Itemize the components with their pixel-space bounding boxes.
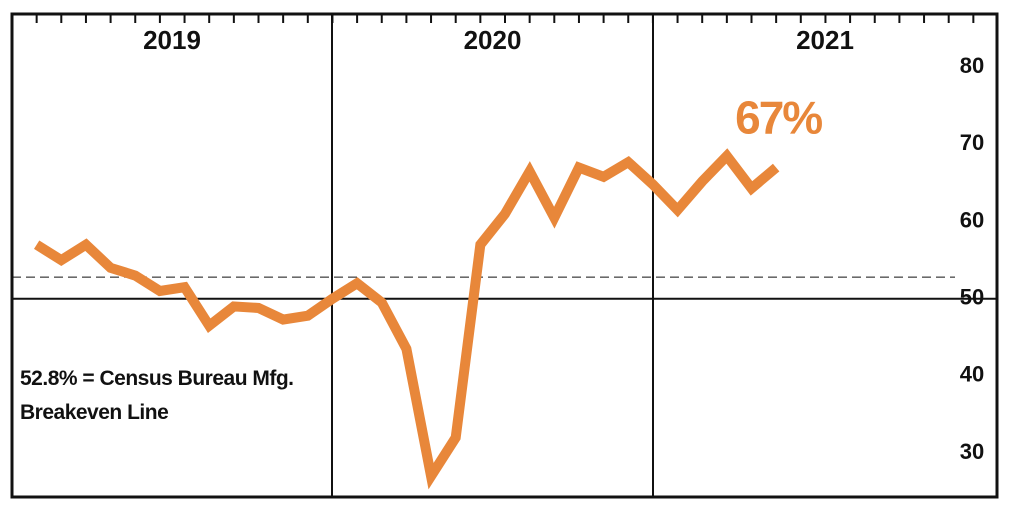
year-label: 2019 (143, 25, 201, 55)
data-line (33, 148, 780, 490)
y-tick-label: 70 (960, 130, 984, 155)
y-tick-label: 80 (960, 53, 984, 78)
year-label: 2020 (464, 25, 522, 55)
year-label: 2021 (796, 25, 854, 55)
value-label: 67% (735, 92, 822, 144)
y-tick-label: 30 (960, 439, 984, 464)
y-tick-label: 50 (960, 285, 984, 310)
reference-label: 52.8% = Census Bureau Mfg. Breakeven Lin… (20, 367, 294, 424)
y-tick-label: 60 (960, 207, 984, 232)
y-tick-label: 40 (960, 362, 984, 387)
